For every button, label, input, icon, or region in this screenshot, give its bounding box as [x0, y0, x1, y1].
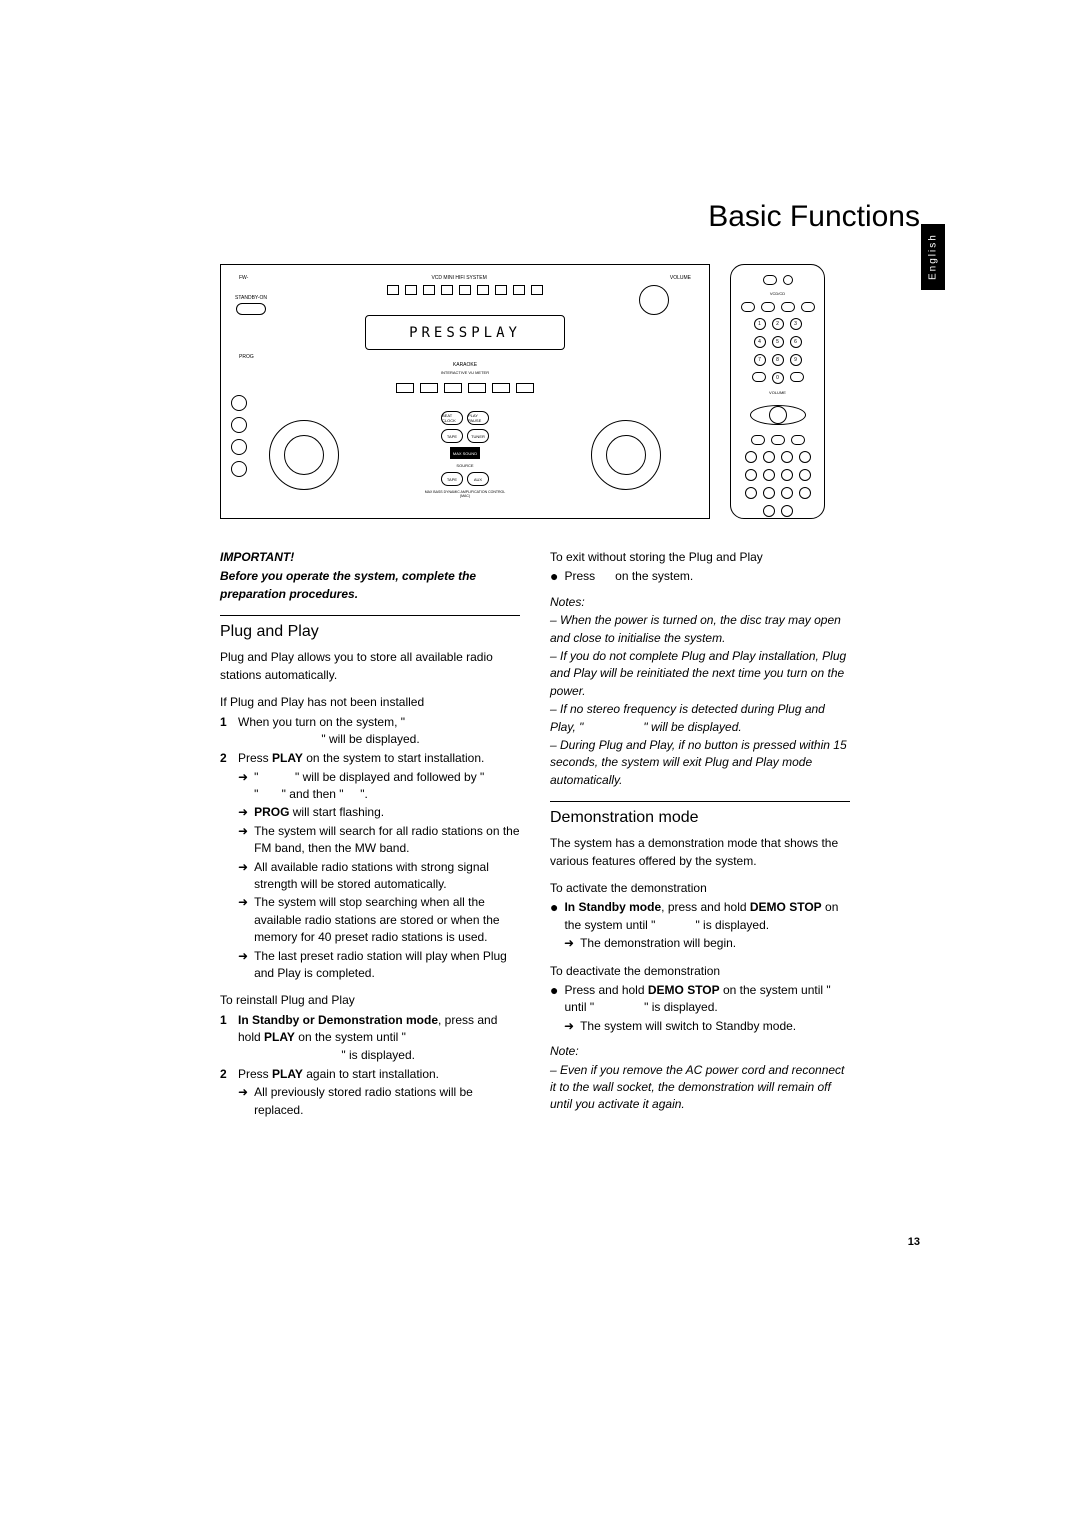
bullet-icon: ● [550, 899, 558, 934]
arrow-icon: ➜ [238, 804, 248, 821]
arrow-icon: ➜ [238, 859, 248, 894]
result-text: PROG will start flashing. [254, 804, 384, 821]
result-text: All previously stored radio stations wil… [254, 1084, 520, 1119]
stereo-model-label: FW- [239, 275, 248, 281]
deactivate-heading: To deactivate the demonstration [550, 963, 850, 980]
arrow-icon: ➜ [564, 1018, 574, 1035]
arrow-icon: ➜ [564, 935, 574, 952]
arrow-icon: ➜ [238, 769, 248, 804]
remote-key-3: 3 [790, 318, 802, 330]
note-text: – If no stereo frequency is detected dur… [550, 701, 850, 736]
disc-slot-icons [229, 383, 701, 393]
result-text: The system will stop searching when all … [254, 894, 520, 946]
mac-label: MAX BASS DYNAMIC AMPLIFICATION CONTROL (… [420, 490, 510, 498]
source-label: SOURCE [456, 463, 473, 468]
maxsound-btn: MAX SOUND [450, 447, 480, 459]
illustration-row: FW- VCD MINI HIFI SYSTEM VOLUME STANDBY-… [220, 264, 920, 519]
side-controls [231, 395, 247, 477]
notes-heading: Notes: [550, 594, 850, 611]
step-number: 1 [220, 1012, 232, 1064]
note-text: – If you do not complete Plug and Play i… [550, 648, 850, 700]
beatclock-btn: BEAT CLOCK [441, 411, 463, 425]
note-text: – When the power is turned on, the disc … [550, 612, 850, 647]
note-heading: Note: [550, 1043, 850, 1060]
important-text: Before you operate the system, complete … [220, 568, 520, 603]
remote-vol-label: VOLUME [769, 390, 786, 395]
step-text: When you turn on the system, " " will be… [238, 714, 420, 749]
remote-illustration: VCD/CD 123 456 789 0 VOLUME [730, 264, 840, 519]
aux-btn: AUX [467, 472, 489, 486]
step-text: In Standby or Demonstration mode, press … [238, 1012, 520, 1064]
exit-text: Press on the system. [564, 568, 693, 585]
remote-dpad [750, 405, 806, 425]
stereo-subtitle: VCD MINI HIFI SYSTEM [431, 275, 486, 281]
mode-icons-row [229, 285, 701, 295]
left-jog-knob [269, 420, 339, 490]
tuner-btn: TUNER [467, 429, 489, 443]
remote-key-9: 9 [790, 354, 802, 366]
page-number: 13 [908, 1236, 920, 1248]
step-number: 2 [220, 1066, 232, 1083]
language-tab: English [921, 224, 945, 290]
exit-heading: To exit without storing the Plug and Pla… [550, 549, 850, 566]
stereo-volume-label: VOLUME [670, 275, 691, 281]
step-text: Press PLAY again to start installation. [238, 1066, 439, 1083]
arrow-icon: ➜ [238, 823, 248, 858]
standby-label: STANDBY-ON [235, 295, 267, 301]
page-title: Basic Functions [220, 200, 920, 234]
remote-key-8: 8 [772, 354, 784, 366]
arrow-icon: ➜ [238, 1084, 248, 1119]
remote-key-7: 7 [754, 354, 766, 366]
activate-text: In Standby mode, press and hold DEMO STO… [564, 899, 850, 934]
arrow-icon: ➜ [238, 894, 248, 946]
right-column: To exit without storing the Plug and Pla… [550, 549, 850, 1119]
tape-btn: TAPE [441, 429, 463, 443]
step-number: 2 [220, 750, 232, 767]
result-text: The system will search for all radio sta… [254, 823, 520, 858]
result-text: " " will be displayed and followed by ""… [254, 769, 484, 804]
result-text: The last preset radio station will play … [254, 948, 520, 983]
step-text: Press PLAY on the system to start instal… [238, 750, 484, 767]
note-text: – Even if you remove the AC power cord a… [550, 1062, 850, 1114]
lcd-display: PRESSPLAY [365, 315, 565, 350]
demo-intro: The system has a demonstration mode that… [550, 835, 850, 870]
step-number: 1 [220, 714, 232, 749]
bullet-icon: ● [550, 982, 558, 1017]
standby-button-icon [236, 303, 266, 315]
stereo-illustration: FW- VCD MINI HIFI SYSTEM VOLUME STANDBY-… [220, 264, 710, 519]
bullet-icon: ● [550, 568, 558, 585]
prog-label: PROG [239, 354, 254, 360]
result-text: All available radio stations with strong… [254, 859, 520, 894]
karaoke-label: KARAOKE [453, 362, 477, 368]
remote-src-label: VCD/CD [770, 291, 785, 296]
left-column: IMPORTANT! Before you operate the system… [220, 549, 520, 1119]
important-heading: IMPORTANT! [220, 549, 520, 566]
remote-key-2: 2 [772, 318, 784, 330]
result-text: The demonstration will begin. [580, 935, 736, 952]
if-not-installed-heading: If Plug and Play has not been installed [220, 694, 520, 711]
center-buttons: BEAT CLOCK PLAY PAUSE TAPE TUNER MAX SOU… [420, 411, 510, 498]
demo-heading: Demonstration mode [550, 801, 850, 829]
playpause-btn: PLAY PAUSE [467, 411, 489, 425]
result-text: The system will switch to Standby mode. [580, 1018, 796, 1035]
remote-key-1: 1 [754, 318, 766, 330]
deactivate-text: Press and hold DEMO STOP on the system u… [564, 982, 830, 1017]
remote-key-4: 4 [754, 336, 766, 348]
activate-heading: To activate the demonstration [550, 880, 850, 897]
remote-key-5: 5 [772, 336, 784, 348]
note-text: – During Plug and Play, if no button is … [550, 737, 850, 789]
vu-meter-label: INTERACTIVE VU METER [441, 370, 489, 375]
reinstall-heading: To reinstall Plug and Play [220, 992, 520, 1009]
arrow-icon: ➜ [238, 948, 248, 983]
volume-knob-icon [639, 285, 669, 315]
tape-btn-2: TAPE [441, 472, 463, 486]
remote-key-6: 6 [790, 336, 802, 348]
remote-key-0: 0 [772, 372, 784, 384]
right-jog-knob [591, 420, 661, 490]
plug-and-play-intro: Plug and Play allows you to store all av… [220, 649, 520, 684]
plug-and-play-heading: Plug and Play [220, 615, 520, 643]
